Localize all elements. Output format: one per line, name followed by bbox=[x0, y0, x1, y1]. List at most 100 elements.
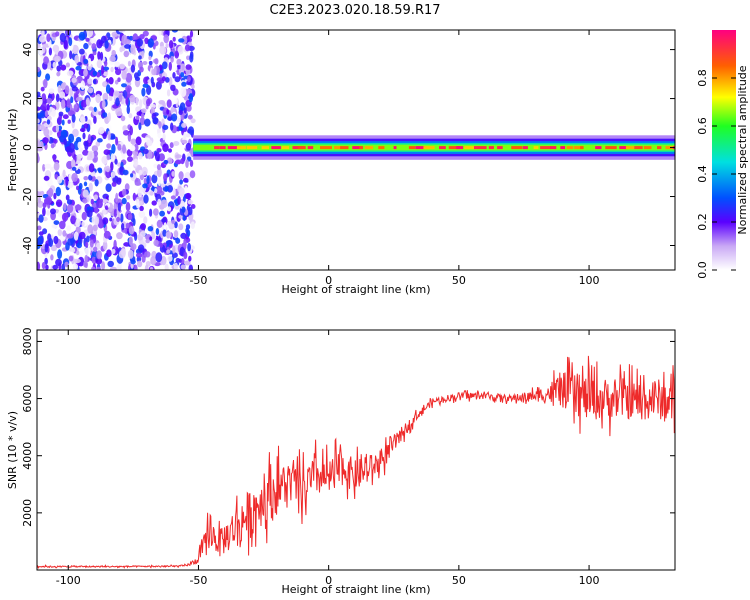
noise-blob bbox=[90, 198, 95, 205]
noise-blob bbox=[150, 104, 156, 109]
noise-blob bbox=[134, 181, 142, 186]
noise-blob bbox=[178, 223, 184, 231]
noise-blob bbox=[190, 118, 196, 124]
noise-blob bbox=[102, 112, 108, 118]
noise-blob bbox=[183, 240, 187, 249]
noise-blob bbox=[171, 219, 176, 224]
noise-blob bbox=[118, 30, 126, 33]
noise-blob bbox=[138, 122, 142, 131]
noise-blob bbox=[147, 38, 154, 48]
signal-core-segment bbox=[560, 146, 566, 150]
noise-blob bbox=[135, 136, 142, 146]
noise-blob bbox=[179, 179, 184, 185]
spectrogram-xtick-label: 50 bbox=[452, 274, 466, 287]
noise-blob bbox=[70, 215, 76, 225]
signal-core-segment bbox=[439, 146, 446, 150]
noise-blob bbox=[178, 109, 183, 115]
noise-blob bbox=[52, 154, 56, 162]
noise-blob bbox=[116, 232, 123, 240]
noise-blob bbox=[83, 58, 89, 65]
noise-blob bbox=[63, 138, 67, 146]
colorbar-label: Normalized spectral amplitude bbox=[736, 65, 749, 234]
signal-core-segment bbox=[533, 146, 539, 150]
noise-blob bbox=[158, 30, 162, 36]
noise-blob bbox=[145, 238, 150, 244]
noise-blob bbox=[159, 242, 164, 248]
noise-blob bbox=[93, 150, 99, 157]
noise-blob bbox=[93, 79, 97, 85]
noise-blob bbox=[185, 192, 192, 200]
noise-blob bbox=[173, 230, 179, 238]
noise-blob bbox=[83, 42, 89, 50]
noise-blob bbox=[183, 131, 187, 140]
noise-blob bbox=[59, 220, 66, 230]
noise-blob bbox=[52, 44, 60, 53]
signal-core-segment bbox=[619, 146, 628, 150]
noise-blob bbox=[157, 132, 162, 139]
noise-blob bbox=[66, 199, 73, 205]
noise-blob bbox=[103, 149, 111, 156]
noise-blob bbox=[166, 109, 170, 115]
noise-blob bbox=[37, 261, 41, 270]
noise-blob bbox=[42, 164, 46, 172]
noise-blob bbox=[68, 255, 74, 262]
noise-blob bbox=[114, 158, 118, 165]
noise-blob bbox=[138, 169, 143, 176]
noise-blob bbox=[93, 106, 97, 112]
noise-blob bbox=[153, 66, 157, 76]
noise-blob bbox=[60, 64, 67, 71]
noise-blob bbox=[159, 210, 166, 217]
snr-series-line bbox=[37, 355, 675, 569]
snr-frame bbox=[36, 329, 676, 571]
noise-blob bbox=[146, 175, 150, 185]
colorbar-tick-label: 0.0 bbox=[696, 261, 709, 279]
noise-blob bbox=[182, 177, 189, 183]
noise-blob bbox=[71, 172, 78, 182]
noise-blob bbox=[122, 144, 126, 154]
snr-xtick-label: 0 bbox=[325, 574, 332, 587]
noise-blob bbox=[75, 65, 82, 71]
noise-blob bbox=[119, 166, 123, 173]
noise-blob bbox=[94, 179, 99, 187]
noise-blob bbox=[71, 247, 76, 253]
noise-blob bbox=[121, 197, 127, 205]
noise-blob bbox=[44, 257, 48, 265]
noise-blob bbox=[102, 240, 108, 251]
noise-blob bbox=[185, 224, 191, 230]
noise-blob bbox=[137, 188, 143, 198]
noise-blob bbox=[66, 70, 74, 77]
noise-blob bbox=[148, 55, 152, 61]
noise-blob bbox=[120, 213, 124, 223]
noise-blob bbox=[168, 76, 173, 87]
noise-blob bbox=[43, 127, 50, 137]
noise-blob bbox=[136, 38, 143, 47]
colorbar-tick-label: 0.6 bbox=[696, 117, 709, 135]
snr-xlabel: Height of straight line (km) bbox=[281, 583, 430, 596]
noise-blob bbox=[148, 60, 153, 66]
noise-blob bbox=[116, 216, 121, 222]
noise-blob bbox=[160, 183, 166, 188]
signal-core-segment bbox=[488, 146, 494, 150]
noise-blob bbox=[152, 124, 160, 130]
noise-blob bbox=[65, 30, 70, 35]
noise-blob bbox=[187, 114, 193, 120]
noise-blob bbox=[179, 102, 186, 111]
noise-blob bbox=[102, 99, 106, 109]
noise-blob bbox=[173, 141, 180, 146]
noise-blob bbox=[93, 194, 99, 200]
noise-blob bbox=[146, 85, 152, 96]
noise-blob bbox=[54, 55, 61, 63]
noise-blob bbox=[47, 187, 54, 198]
noise-blob bbox=[88, 163, 95, 173]
noise-blob bbox=[108, 77, 114, 85]
noise-blob bbox=[83, 68, 88, 77]
noise-blob bbox=[144, 251, 151, 258]
noise-blob bbox=[63, 202, 67, 211]
noise-blob bbox=[71, 159, 76, 167]
noise-blob bbox=[102, 92, 109, 102]
noise-blob bbox=[106, 154, 111, 161]
signal-band bbox=[193, 135, 675, 160]
signal-core-segment bbox=[307, 146, 314, 150]
noise-blob bbox=[37, 66, 41, 73]
noise-blob bbox=[185, 64, 192, 70]
